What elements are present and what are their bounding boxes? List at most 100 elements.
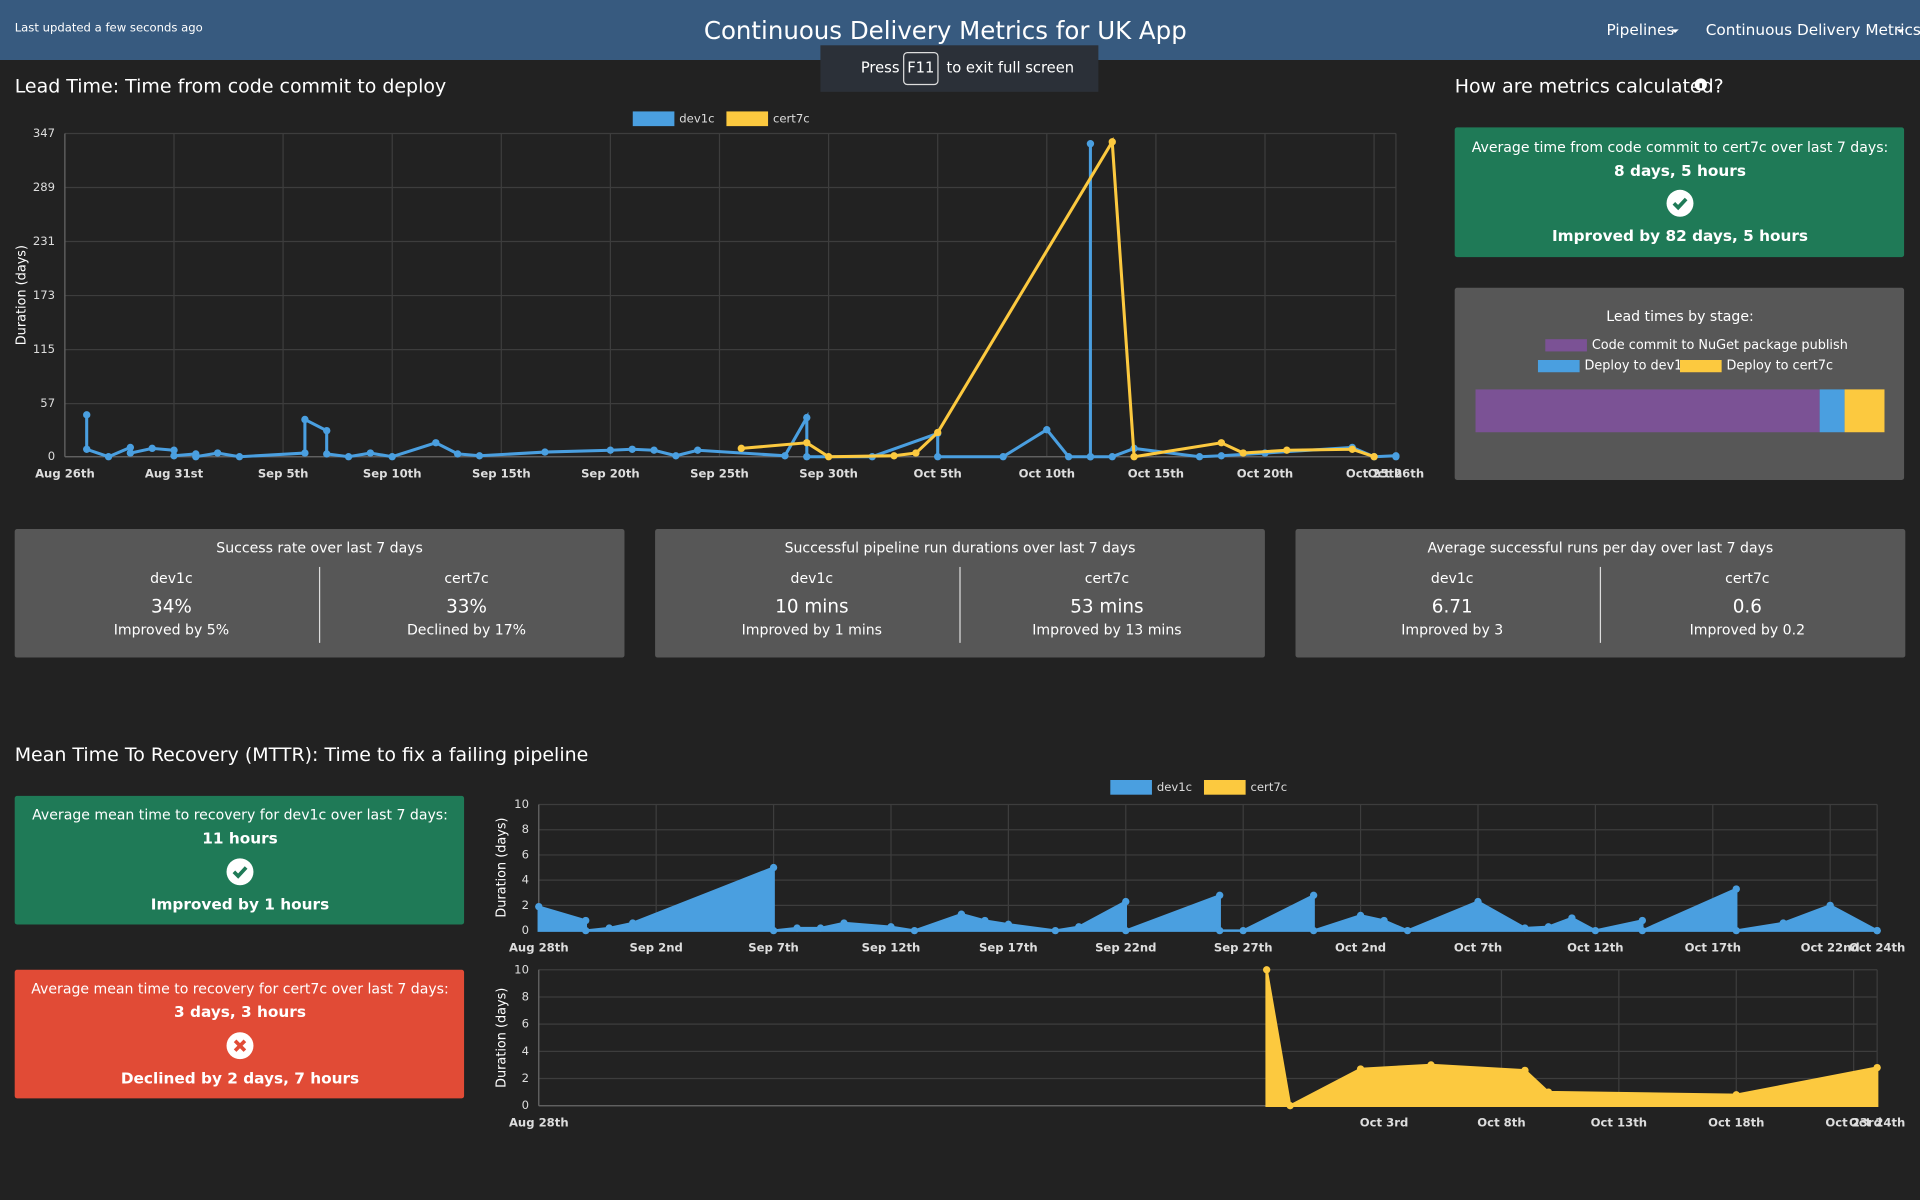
- x-tick-label: Aug 26th: [35, 466, 95, 480]
- data-point: [910, 926, 919, 935]
- data-point: [1262, 966, 1271, 974]
- data-point: [737, 444, 745, 453]
- data-point: [1591, 926, 1600, 935]
- data-point: [453, 450, 462, 458]
- data-point: [1064, 453, 1073, 461]
- x-tick-label: Oct 8th: [1477, 1115, 1525, 1129]
- x-tick-label: Oct 20th: [1237, 466, 1293, 480]
- data-point: [1427, 1061, 1435, 1069]
- nav-link[interactable]: Pipelines: [1607, 21, 1675, 39]
- stat-name: cert7c: [1725, 571, 1769, 587]
- data-point: [934, 453, 942, 461]
- data-point: [1779, 919, 1787, 927]
- stat-name: cert7c: [444, 571, 488, 587]
- card-change: Improved by 1 hours: [151, 895, 329, 913]
- data-point: [170, 452, 178, 460]
- x-tick-label: Oct 18th: [1708, 1115, 1764, 1129]
- data-point: [1732, 926, 1740, 935]
- x-tick-label: Oct 24th: [1849, 1115, 1905, 1129]
- data-point: [957, 910, 966, 918]
- data-point: [1051, 926, 1060, 935]
- x-tick-label: Oct 13th: [1591, 1115, 1647, 1129]
- card-change: Improved by 82 days, 5 hours: [1552, 227, 1808, 245]
- legend-swatch: [1203, 780, 1246, 795]
- data-point: [1309, 926, 1318, 935]
- x-tick-label: Sep 20th: [581, 466, 640, 480]
- x-tick-label: Sep 25th: [690, 466, 749, 480]
- y-tick-label: 289: [33, 180, 55, 194]
- x-tick-label: Sep 12th: [862, 940, 921, 954]
- section-title: How are metrics calculated?: [1455, 75, 1724, 97]
- stat-value: 53 mins: [1070, 596, 1143, 617]
- data-point: [1370, 453, 1378, 461]
- fullscreen-notice: [820, 45, 1099, 92]
- stage-title: Lead times by stage:: [1606, 309, 1753, 325]
- legend-swatch: [1545, 339, 1587, 352]
- nav-link[interactable]: Continuous Delivery Metrics: [1706, 21, 1920, 39]
- data-point: [781, 452, 789, 460]
- stage-bar: [1844, 389, 1885, 433]
- x-tick-label: Oct 7th: [1454, 940, 1502, 954]
- stat-name: dev1c: [791, 571, 834, 587]
- y-tick-label: 173: [33, 288, 55, 302]
- x-tick-label: Sep 22nd: [1095, 940, 1156, 954]
- card-value: 11 hours: [202, 829, 278, 847]
- data-point: [890, 452, 898, 460]
- legend-swatch: [726, 111, 769, 127]
- stat-value: 10 mins: [775, 596, 848, 617]
- data-point: [672, 452, 680, 460]
- data-point: [366, 449, 375, 457]
- y-tick-label: 8: [522, 989, 529, 1003]
- y-tick-label: 6: [522, 1017, 529, 1031]
- stat-change: Improved by 13 mins: [1032, 623, 1181, 639]
- data-point: [1283, 446, 1291, 454]
- data-point: [1356, 1065, 1365, 1073]
- x-tick-label: Aug 31st: [145, 466, 204, 480]
- legend-swatch: [632, 111, 675, 127]
- data-point: [432, 439, 440, 447]
- legend-label: dev1c: [679, 111, 714, 125]
- data-point: [1217, 439, 1226, 447]
- data-point: [1130, 453, 1138, 461]
- y-tick-label: 2: [522, 898, 529, 912]
- data-point: [1392, 453, 1400, 461]
- data-point: [606, 446, 615, 454]
- check-mark: [232, 866, 248, 879]
- stat-value: 33%: [446, 596, 487, 617]
- info-dot: [1699, 83, 1703, 89]
- y-axis-label: Duration (days): [495, 988, 510, 1088]
- data-point: [650, 446, 658, 454]
- data-point: [803, 439, 811, 447]
- legend-label: Deploy to cert7c: [1727, 359, 1834, 374]
- stat-name: dev1c: [1431, 571, 1474, 587]
- stat-title: Successful pipeline run durations over l…: [785, 541, 1136, 557]
- data-point: [1004, 920, 1013, 928]
- y-tick-label: 4: [522, 873, 529, 887]
- data-point: [1544, 1088, 1553, 1096]
- data-point: [1108, 453, 1116, 461]
- x-tick-label: Sep 30th: [799, 466, 858, 480]
- x-tick-label: Sep 17th: [979, 940, 1038, 954]
- data-point: [793, 924, 801, 932]
- stat-change: Improved by 1 mins: [742, 623, 882, 639]
- notice-text: Press: [861, 60, 900, 77]
- x-tick-label: Oct 22nd: [1801, 940, 1860, 954]
- section-title: Mean Time To Recovery (MTTR): Time to fi…: [15, 744, 589, 766]
- x-tick-label: Sep 2nd: [630, 940, 683, 954]
- legend-label: Deploy to dev1c: [1584, 359, 1689, 374]
- data-point: [388, 453, 396, 461]
- data-point: [582, 916, 590, 925]
- data-point: [1108, 138, 1116, 146]
- y-tick-label: 0: [48, 449, 55, 463]
- data-point: [1873, 926, 1881, 935]
- section-title: Lead Time: Time from code commit to depl…: [15, 75, 447, 97]
- data-point: [1239, 926, 1247, 935]
- x-tick-label: Oct 3rd: [1360, 1115, 1409, 1129]
- y-tick-label: 4: [522, 1044, 529, 1058]
- x-tick-label: Aug 28th: [509, 1115, 569, 1129]
- data-point: [803, 453, 811, 461]
- data-point: [1075, 923, 1083, 931]
- data-point: [344, 453, 353, 461]
- last-updated: Last updated a few seconds ago: [15, 21, 203, 35]
